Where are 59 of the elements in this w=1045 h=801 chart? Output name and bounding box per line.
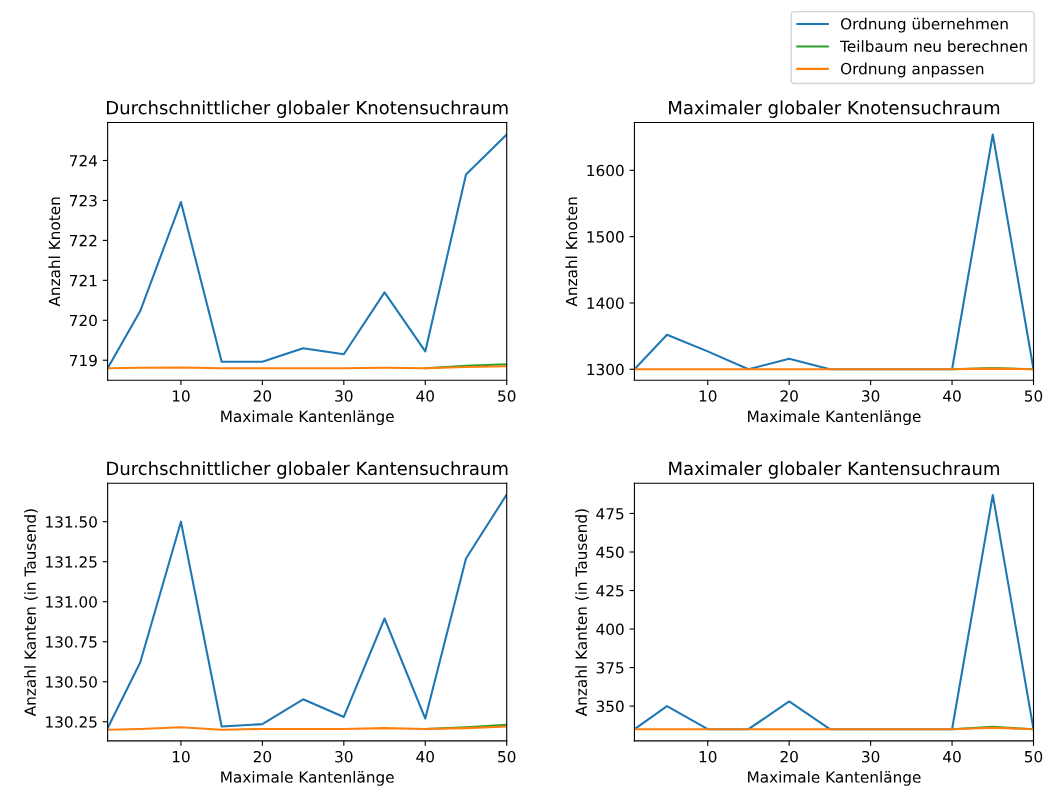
x-tick-label: 10 (172, 750, 190, 763)
y-tick-label: 131.25 (46, 556, 97, 568)
legend-label: Ordnung anpassen (840, 62, 984, 78)
x-tick-label: 50 (1024, 390, 1043, 402)
y-tick-label: 722 (70, 234, 97, 247)
y-tick-label: 130.50 (46, 676, 97, 688)
x-axis-title: Maximale Kantenlänge (221, 770, 394, 786)
y-tick-label: 724 (70, 154, 98, 167)
x-tick-label: 30 (335, 390, 353, 402)
x-tick-label: 10 (699, 390, 717, 402)
legend-label: Ordnung übernehmen (840, 17, 1008, 33)
x-tick-label: 20 (780, 750, 798, 763)
x-axis-title: Maximale Kantenlänge (748, 770, 921, 786)
x-axis-title: Maximale Kantenlänge (221, 410, 394, 426)
x-tick-label: 30 (335, 750, 353, 763)
legend-label: Teilbaum neu berechnen (840, 40, 1027, 53)
x-tick-label: 40 (416, 390, 434, 402)
y-tick-label: 130.25 (46, 716, 97, 728)
chart-title: Durchschnittlicher globaler Knotensuchraum (107, 100, 508, 118)
y-axis-title: Anzahl Kanten (in Tausend) (24, 509, 38, 717)
y-tick-label: 131.00 (46, 596, 97, 608)
x-axis-title: Maximale Kantenlänge (748, 410, 921, 426)
y-tick-label: 721 (70, 274, 97, 287)
x-tick-label: 40 (943, 390, 961, 402)
y-tick-label: 723 (70, 194, 97, 207)
y-axis-title: Anzahl Knoten (565, 197, 578, 307)
chart-title: Maximaler globaler Knotensuchraum (669, 100, 1000, 118)
x-tick-label: 10 (172, 390, 190, 402)
y-tick-label: 375 (596, 662, 624, 674)
x-tick-label: 10 (699, 750, 717, 763)
x-tick-label: 20 (780, 390, 798, 402)
x-tick-label: 30 (862, 750, 880, 763)
y-tick-label: 131.50 (46, 516, 97, 528)
y-axis-title: Anzahl Knoten (48, 197, 61, 307)
y-tick-label: 475 (596, 508, 624, 520)
x-tick-label: 50 (1024, 750, 1043, 763)
y-tick-label: 1500 (587, 231, 624, 243)
y-tick-label: 425 (596, 584, 624, 597)
chart-title: Maximaler globaler Kantensuchraum (669, 461, 999, 479)
x-tick-label: 40 (416, 750, 434, 763)
y-axis-title: Anzahl Kanten (in Tausend) (575, 509, 589, 717)
x-tick-label: 30 (862, 390, 880, 402)
x-tick-label: 40 (943, 750, 961, 763)
line-series (107, 133, 507, 370)
line-series (107, 493, 507, 730)
y-tick-label: 1400 (587, 297, 624, 309)
y-tick-label: 719 (70, 354, 97, 367)
y-tick-label: 720 (70, 314, 97, 327)
y-tick-label: 400 (596, 623, 624, 636)
y-tick-label: 450 (596, 546, 624, 559)
y-tick-label: 1300 (587, 363, 624, 376)
x-tick-label: 50 (498, 390, 516, 402)
y-tick-label: 1600 (587, 164, 624, 177)
chart-title: Durchschnittlicher globaler Kantensuchraum (107, 461, 508, 479)
x-tick-label: 20 (253, 750, 272, 763)
x-tick-label: 20 (253, 390, 272, 402)
x-tick-label: 50 (498, 750, 516, 763)
y-tick-label: 350 (596, 700, 624, 713)
y-tick-label: 130.75 (46, 636, 97, 648)
